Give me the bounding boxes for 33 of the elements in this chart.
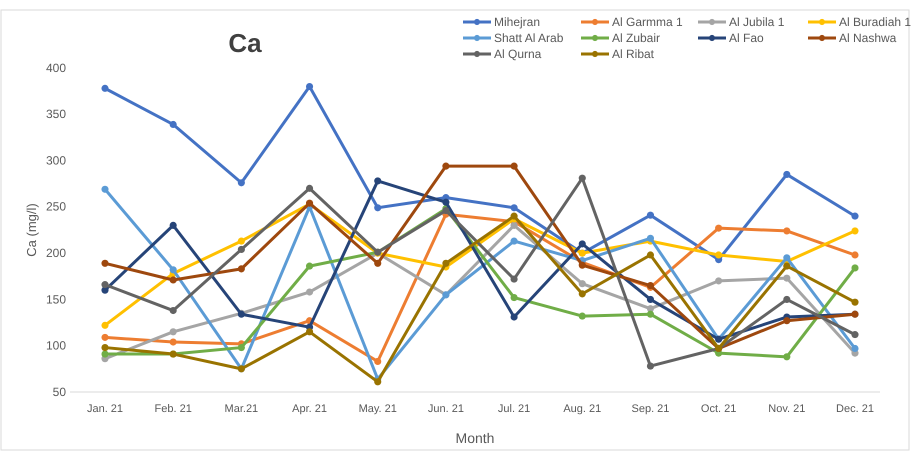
legend-label: Al Jubila 1 [729, 15, 785, 29]
legend-label: Al Qurna [494, 47, 542, 61]
legend-label: Al Buradiah 1 [839, 15, 912, 29]
legend-label: Al Nashwa [839, 31, 897, 45]
y-tick-label: 200 [46, 246, 66, 260]
legend-label: Al Ribat [612, 47, 655, 61]
x-tick-label: Mar.21 [224, 402, 258, 415]
x-tick-label: Jul. 21 [498, 402, 530, 415]
chart-title: Ca [228, 28, 262, 58]
x-tick-label: May. 21 [358, 402, 397, 415]
x-tick-label: Nov. 21 [768, 402, 806, 415]
y-tick-label: 50 [52, 384, 66, 399]
x-tick-label: Feb. 21 [154, 402, 192, 415]
y-tick-label: 350 [46, 107, 66, 122]
y-tick-label: 400 [46, 60, 66, 75]
x-tick-label: Jan. 21 [86, 402, 124, 415]
legend-label: Al Zubair [612, 31, 660, 45]
x-tick-label: Apr. 21 [292, 402, 327, 415]
x-axis-title: Month [456, 430, 494, 446]
legend-label: Al Garmma 1 [612, 15, 684, 29]
y-tick-label: 300 [46, 153, 66, 168]
legend-label: Al Fao [729, 31, 764, 45]
y-tick-label: 250 [46, 200, 66, 214]
legend-label: Shatt Al Arab [494, 31, 564, 45]
x-tick-label: Oct. 21 [700, 402, 736, 415]
y-axis-title: Ca (mg/l) [24, 203, 39, 257]
x-tick-label: Sep. 21 [631, 402, 670, 415]
x-tick-label: Aug. 21 [563, 402, 602, 415]
y-tick-label: 150 [46, 292, 66, 306]
legend-label: Mihejran [494, 15, 540, 29]
x-tick-label: Dec. 21 [836, 402, 874, 415]
y-tick-label: 100 [46, 338, 66, 353]
x-tick-label: Jun. 21 [428, 402, 464, 415]
